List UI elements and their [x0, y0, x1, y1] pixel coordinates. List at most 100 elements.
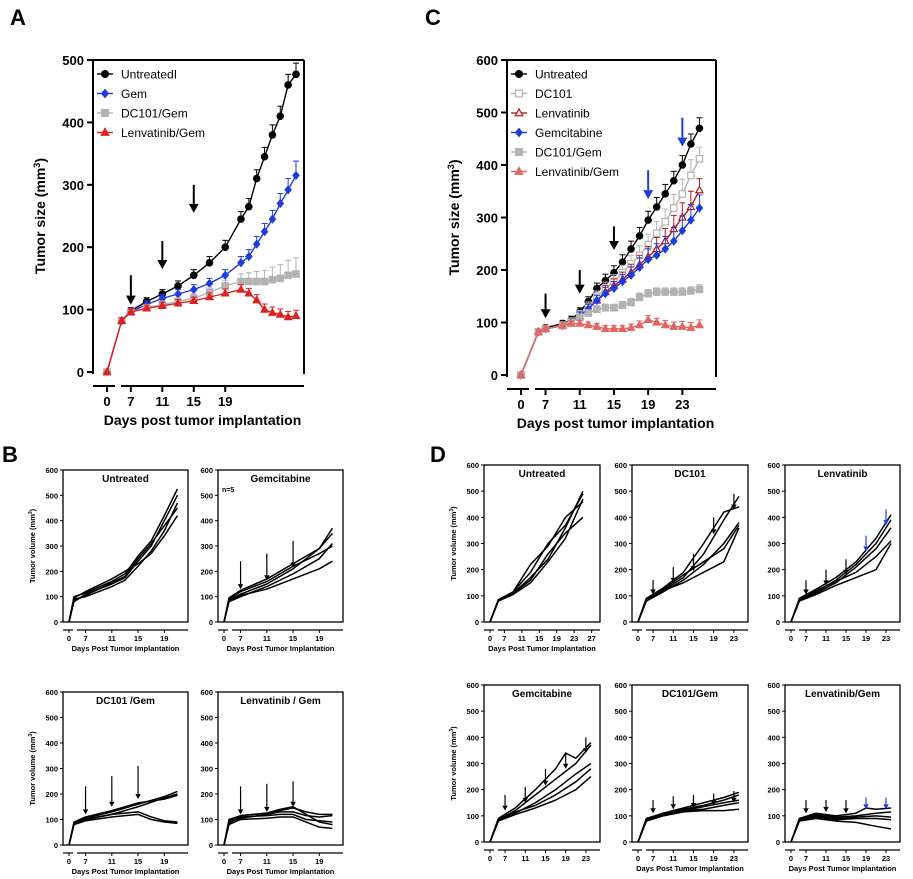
- data-point: [575, 318, 585, 327]
- y-axis-label-close: ): [28, 731, 37, 734]
- legend-marker: [514, 166, 524, 175]
- data-point: [661, 288, 670, 296]
- mouse-growth-line: [637, 791, 740, 843]
- data-point: [275, 309, 285, 318]
- y-tick-label: 600: [200, 466, 213, 475]
- x-tick-label: 23: [882, 634, 890, 643]
- y-tick-label: 100: [200, 593, 213, 602]
- data-point: [244, 251, 253, 262]
- x-tick-label: 11: [263, 857, 271, 866]
- y-tick-label: 300: [614, 540, 627, 549]
- treatment-arrow: [264, 783, 270, 812]
- treatment-arrow: [237, 786, 244, 815]
- y-axis-label-sup: 3: [449, 729, 455, 732]
- x-tick-label: 11: [822, 634, 830, 643]
- legend-item: Untreated: [511, 68, 588, 82]
- plot-frame: [217, 691, 344, 846]
- treatment-arrow: [803, 800, 809, 814]
- legend-item: UntreatedI: [97, 68, 177, 82]
- y-tick-label: 200: [45, 567, 58, 576]
- data-point: [244, 288, 254, 297]
- legend-label: Lenvatinib/Gem: [535, 165, 619, 179]
- treatment-arrow: [670, 796, 677, 810]
- treatment-arrow: [823, 800, 829, 812]
- x-tick-label: 7: [127, 394, 134, 409]
- arrow-head: [574, 284, 585, 294]
- y-tick-label: 200: [614, 786, 627, 795]
- arrow-head: [188, 203, 199, 213]
- data-point: [268, 214, 277, 224]
- data-point: [677, 321, 687, 330]
- x-axis-label: Days Post Tumor Implantation: [72, 867, 180, 876]
- mouse-growth-line: [790, 514, 892, 623]
- data-point: [220, 288, 230, 297]
- data-point: [189, 285, 198, 295]
- x-tick-label: 7: [651, 854, 655, 863]
- data-point: [533, 326, 543, 336]
- subplot-title: DC101 /Gem: [96, 696, 155, 707]
- arrow-head: [157, 260, 168, 270]
- y-tick-label: 0: [623, 838, 627, 847]
- treatment-arrow: [542, 768, 549, 786]
- treatment-arrow: [290, 781, 296, 807]
- y-tick-label: 0: [776, 838, 780, 847]
- legend-marker: [100, 108, 109, 117]
- y-axis-label-text: Tumor size (mm: [446, 169, 462, 275]
- treatment-arrow: [237, 561, 244, 590]
- y-tick-label: 500: [767, 707, 780, 716]
- arrow-head: [670, 577, 677, 583]
- x-tick-label: 23: [582, 854, 590, 863]
- mouse-growth-line: [637, 524, 740, 623]
- treatment-arrow: [863, 535, 869, 552]
- mouse-growth-line: [223, 806, 333, 846]
- y-tick-label: 300: [767, 540, 780, 549]
- y-tick-label: 0: [475, 838, 479, 847]
- treatment-arrow: [540, 293, 551, 319]
- y-tick-label: 600: [767, 681, 780, 690]
- x-tick-label: 0: [636, 634, 640, 643]
- x-tick-label: 19: [553, 634, 561, 643]
- y-tick-label: 200: [767, 566, 780, 575]
- treatment-arrow: [574, 270, 585, 294]
- y-tick-label: 600: [466, 461, 479, 470]
- subplot-title: Untreated: [102, 474, 149, 485]
- mouse-growth-line: [68, 507, 179, 623]
- arrow-head: [583, 748, 589, 754]
- data-point: [284, 81, 292, 89]
- legend-marker: [100, 69, 109, 78]
- y-tick-label: 600: [614, 681, 627, 690]
- data-point: [635, 320, 645, 329]
- mouse-growth-line: [637, 527, 740, 623]
- treatment-arrow: [650, 580, 656, 595]
- x-tick-label: 11: [521, 854, 529, 863]
- arrow-head: [677, 137, 688, 147]
- treatment-arrow: [609, 226, 619, 251]
- data-point: [237, 277, 245, 286]
- mouse-growth-line: [790, 816, 892, 843]
- data-point: [221, 243, 230, 252]
- panel-letter-a: A: [10, 5, 26, 30]
- y-axis-label-text: Tumor volume (mm: [449, 731, 458, 800]
- legend-label: DC101/Gem: [121, 107, 188, 121]
- x-tick-label: 15: [842, 854, 850, 863]
- x-tick-label: 15: [689, 854, 697, 863]
- y-tick-label: 0: [475, 618, 479, 627]
- x-tick-label: 11: [669, 634, 677, 643]
- x-tick-label: 7: [804, 854, 808, 863]
- data-point: [252, 277, 261, 286]
- data-point: [635, 232, 644, 240]
- x-tick-label: 7: [651, 634, 655, 643]
- data-point: [610, 283, 618, 293]
- data-point: [142, 303, 152, 312]
- data-point: [610, 304, 618, 312]
- data-point: [644, 289, 652, 298]
- y-tick-label: 600: [200, 688, 213, 697]
- y-tick-label: 200: [466, 566, 479, 575]
- arrow-head: [670, 804, 677, 810]
- mouse-growth-line: [68, 813, 178, 846]
- x-tick-label: 11: [822, 854, 830, 863]
- mouse-growth-line: [790, 519, 892, 623]
- data-point: [174, 289, 182, 299]
- data-point: [669, 288, 678, 296]
